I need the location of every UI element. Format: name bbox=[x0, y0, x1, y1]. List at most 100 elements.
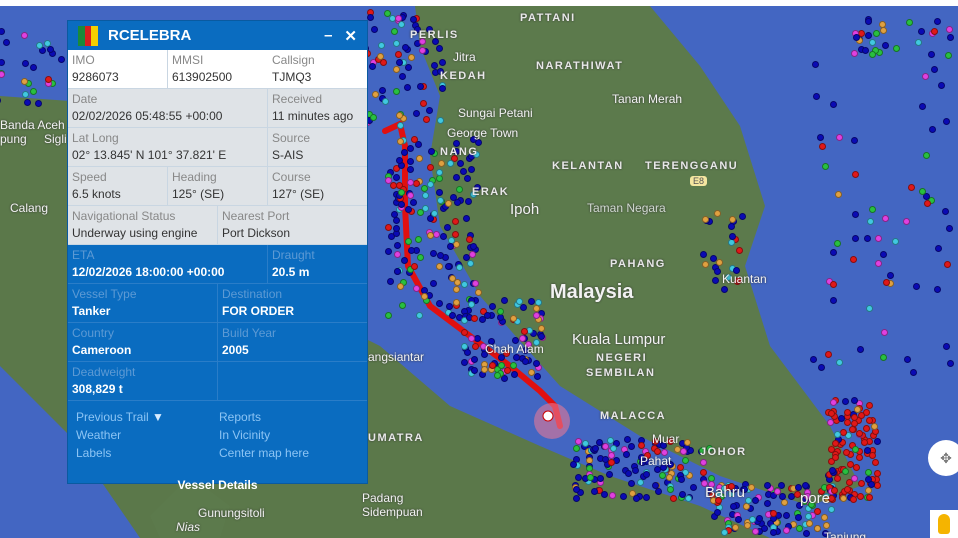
vessel-marker[interactable] bbox=[392, 173, 400, 181]
vessel-marker[interactable] bbox=[874, 437, 882, 445]
vessel-marker[interactable] bbox=[628, 479, 636, 487]
vessel-marker[interactable] bbox=[866, 218, 874, 226]
vessel-marker[interactable] bbox=[385, 312, 393, 320]
vessel-marker[interactable] bbox=[729, 232, 737, 240]
vessel-marker[interactable] bbox=[532, 311, 540, 319]
vessel-marker[interactable] bbox=[679, 448, 687, 456]
vessel-marker[interactable] bbox=[855, 454, 863, 462]
vessel-marker[interactable] bbox=[533, 372, 541, 380]
vessel-marker[interactable] bbox=[912, 283, 920, 291]
vessel-marker[interactable] bbox=[440, 233, 448, 241]
vessel-marker[interactable] bbox=[700, 250, 708, 258]
vessel-marker[interactable] bbox=[437, 117, 445, 125]
vessel-marker[interactable] bbox=[845, 478, 853, 486]
vessel-marker[interactable] bbox=[407, 179, 415, 187]
vessel-marker[interactable] bbox=[738, 213, 746, 221]
vessel-marker[interactable] bbox=[463, 349, 471, 357]
vessel-marker[interactable] bbox=[851, 413, 859, 421]
vessel-marker[interactable] bbox=[778, 492, 786, 500]
vessel-marker[interactable] bbox=[872, 30, 880, 38]
vessel-marker[interactable] bbox=[395, 15, 403, 23]
vessel-marker[interactable] bbox=[437, 251, 445, 259]
vessel-marker[interactable] bbox=[801, 482, 809, 490]
vessel-marker[interactable] bbox=[515, 297, 523, 305]
vessel-marker[interactable] bbox=[700, 459, 708, 467]
vessel-marker[interactable] bbox=[608, 492, 616, 500]
reports-link[interactable]: Reports bbox=[219, 410, 262, 424]
vessel-marker[interactable] bbox=[402, 43, 410, 51]
vessel-marker[interactable] bbox=[532, 360, 540, 368]
vessel-marker[interactable] bbox=[418, 38, 426, 45]
vessel-marker[interactable] bbox=[0, 27, 6, 35]
vessel-marker[interactable] bbox=[734, 276, 742, 284]
vessel-marker[interactable] bbox=[747, 483, 755, 491]
vessel-marker[interactable] bbox=[57, 55, 65, 63]
vessel-marker[interactable] bbox=[30, 63, 38, 71]
vessel-marker[interactable] bbox=[866, 494, 874, 502]
vessel-marker[interactable] bbox=[793, 490, 801, 498]
vessel-marker[interactable] bbox=[489, 362, 497, 370]
vessel-marker[interactable] bbox=[453, 279, 461, 287]
vessel-marker[interactable] bbox=[30, 87, 38, 95]
vessel-marker[interactable] bbox=[470, 136, 478, 144]
vessel-marker[interactable] bbox=[851, 170, 859, 178]
vessel-marker[interactable] bbox=[393, 242, 401, 250]
vessel-marker[interactable] bbox=[572, 495, 580, 503]
vessel-marker[interactable] bbox=[460, 329, 468, 337]
vessel-marker[interactable] bbox=[682, 457, 690, 465]
vessel-marker[interactable] bbox=[448, 312, 456, 320]
vessel-marker[interactable] bbox=[831, 439, 839, 447]
vessel-marker[interactable] bbox=[400, 148, 408, 156]
vessel-marker[interactable] bbox=[520, 303, 528, 311]
vessel-marker[interactable] bbox=[622, 451, 630, 459]
vessel-marker[interactable] bbox=[407, 157, 415, 165]
vessel-marker[interactable] bbox=[416, 311, 424, 319]
vessel-marker[interactable] bbox=[866, 304, 874, 312]
vessel-marker[interactable] bbox=[451, 230, 459, 238]
vessel-marker[interactable] bbox=[453, 173, 461, 181]
vessel-marker[interactable] bbox=[406, 145, 414, 153]
vessel-marker[interactable] bbox=[832, 453, 839, 461]
vessel-marker[interactable] bbox=[732, 267, 740, 275]
vessel-marker[interactable] bbox=[702, 261, 710, 269]
vessel-marker[interactable] bbox=[445, 303, 453, 311]
vessel-marker[interactable] bbox=[946, 359, 954, 367]
vessel-marker[interactable] bbox=[828, 506, 836, 514]
vessel-marker[interactable] bbox=[470, 243, 478, 251]
vessel-marker[interactable] bbox=[852, 464, 860, 472]
vessel-marker[interactable] bbox=[397, 189, 405, 197]
vessel-marker[interactable] bbox=[453, 199, 461, 207]
vessel-marker[interactable] bbox=[731, 523, 739, 531]
vessel-marker[interactable] bbox=[468, 334, 476, 342]
vessel-marker[interactable] bbox=[825, 351, 833, 359]
vessel-marker[interactable] bbox=[24, 98, 32, 106]
vessel-marker[interactable] bbox=[467, 166, 475, 174]
vessel-marker[interactable] bbox=[822, 529, 830, 537]
vessel-marker[interactable] bbox=[631, 467, 639, 475]
vessel-marker[interactable] bbox=[834, 474, 842, 482]
vessel-marker[interactable] bbox=[903, 356, 911, 364]
vessel-marker[interactable] bbox=[643, 470, 651, 478]
vessel-marker[interactable] bbox=[393, 250, 401, 258]
vessel-marker[interactable] bbox=[470, 190, 478, 198]
vessel-marker[interactable] bbox=[942, 208, 950, 216]
vessel-marker[interactable] bbox=[667, 437, 675, 445]
vessel-marker[interactable] bbox=[393, 65, 401, 73]
vessel-marker[interactable] bbox=[370, 25, 378, 33]
vessel-marker[interactable] bbox=[512, 354, 520, 362]
vessel-marker[interactable] bbox=[713, 209, 721, 217]
vessel-marker[interactable] bbox=[844, 418, 852, 426]
vessel-marker[interactable] bbox=[653, 447, 661, 455]
vessel-marker[interactable] bbox=[573, 445, 581, 453]
vessel-marker[interactable] bbox=[532, 338, 540, 346]
vessel-marker[interactable] bbox=[862, 46, 870, 54]
vessel-marker[interactable] bbox=[774, 488, 782, 496]
vessel-details-button[interactable]: Vessel Details bbox=[177, 478, 258, 492]
vessel-marker[interactable] bbox=[399, 301, 407, 309]
vessel-marker[interactable] bbox=[396, 157, 404, 165]
vessel-marker[interactable] bbox=[417, 82, 425, 90]
vessel-marker[interactable] bbox=[678, 491, 686, 499]
vessel-marker[interactable] bbox=[480, 351, 488, 359]
vessel-marker[interactable] bbox=[384, 9, 392, 17]
vessel-marker[interactable] bbox=[652, 482, 660, 490]
